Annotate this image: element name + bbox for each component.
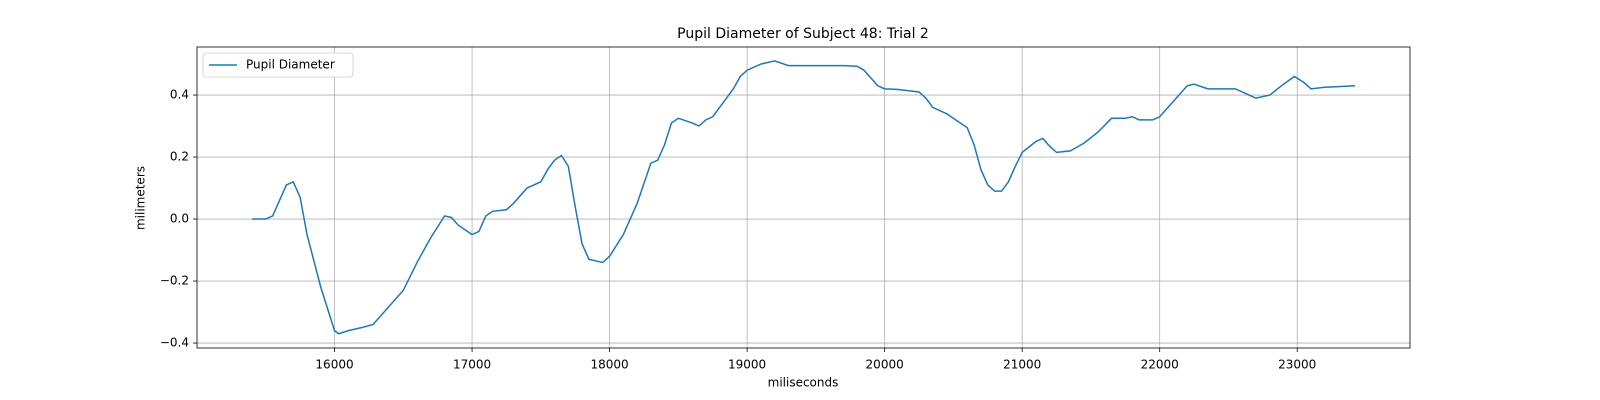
x-tick-label: 19000 xyxy=(728,358,766,372)
x-tick-label: 21000 xyxy=(1003,358,1041,372)
chart-title: Pupil Diameter of Subject 48: Trial 2 xyxy=(677,26,929,42)
y-tick-label: −0.2 xyxy=(160,274,189,288)
plot-frame xyxy=(196,46,1411,349)
x-tick-label: 16000 xyxy=(315,358,353,372)
x-tick-label: 23000 xyxy=(1278,358,1316,372)
y-axis-label: milimeters xyxy=(134,166,148,230)
y-tick-label: −0.4 xyxy=(160,336,189,350)
y-tick-label: 0.2 xyxy=(170,150,189,164)
x-tick-label: 18000 xyxy=(590,358,628,372)
data-line xyxy=(252,60,1356,335)
x-tick-label: 22000 xyxy=(1141,358,1179,372)
y-tick-label: 0.0 xyxy=(170,212,189,226)
x-tick-label: 20000 xyxy=(866,358,904,372)
x-axis-label: miliseconds xyxy=(768,376,839,390)
legend-box xyxy=(202,52,354,78)
y-tick-label: 0.4 xyxy=(170,88,189,102)
legend-label: Pupil Diameter xyxy=(246,58,335,72)
x-tick-label: 17000 xyxy=(453,358,491,372)
